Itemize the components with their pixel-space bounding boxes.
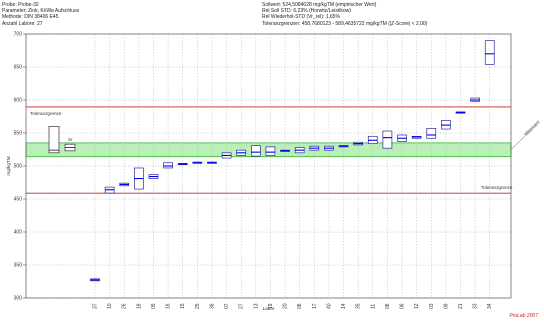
x-tick-label: 06 [400,303,406,309]
reference-box [48,126,60,154]
y-tick-label: 400 [14,230,23,236]
lower-tolerance-label: Toleranzgrenze [481,185,513,190]
header-probe: Probe: Probe-32 [2,2,39,8]
header-right: Sollwert: 524,5084028 mg/kgTM (empirisch… [262,2,427,27]
x-tick-label: 33 [473,303,479,309]
watermark-text: ProLab 2007 [509,313,538,319]
x-axis-title: Labor [263,306,275,311]
lab-box [484,40,495,65]
y-axis-title: mg/kgTM [6,156,11,175]
x-tick-label: 03 [429,303,435,309]
x-tick-label: 21 [458,303,464,309]
x-tick-label: 08 [385,303,391,309]
x-tick-label: 10 [107,303,113,309]
y-tick-label: 700 [14,32,23,38]
lab-box [250,145,261,157]
y-tick-label: 500 [14,164,23,170]
y-tick-label: 600 [14,98,23,104]
x-tick-label: 09 [443,303,449,309]
y-tick-label: 650 [14,65,23,71]
x-tick-label: 15 [180,303,186,309]
x-tick-label: 11 [370,304,376,309]
header-methode: Methode: DIN 38406 E45 [2,14,59,21]
x-tick-label: 36 [209,303,215,309]
header-rel-wiederhol-std: Rel Wiederhol-STD (Vr_rel): 1,65% [262,14,340,21]
x-tick-label: 27 [239,303,245,309]
y-tick-label: 550 [14,131,23,137]
x-tick-label: 12 [414,303,420,309]
band-label: Mittelwert [523,119,541,137]
x-tick-label: 20 [283,303,289,309]
lab-box [426,128,437,139]
header-anzahl: Anzahl Labore: 27 [2,20,43,27]
x-tick-label: 17 [312,303,318,309]
lab-box [265,146,276,156]
upper-tolerance-label: Toleranzgrenze [30,111,62,116]
x-tick-label: 35 [356,303,362,309]
x-tick-label: 26 [122,303,128,309]
header-left: Probe: Probe-32 Parameter: Zink, KöWa Au… [2,2,79,27]
y-tick-label: 300 [14,296,23,302]
plot-frame [25,33,512,299]
band-label-leader [510,136,526,150]
reference-label: Sr [68,137,73,142]
x-tick-label: 37 [93,303,99,309]
x-tick-label: 19 [268,303,274,309]
lab-box [163,162,173,169]
x-tick-label: 40 [326,303,332,309]
lab-box [382,130,393,149]
x-tick-label: 14 [341,303,347,309]
header-rel-soll-std: Rel Soll STD: 6,23% (Horwitz/Leistikow) [262,8,351,15]
x-tick-label: 18 [136,303,142,309]
y-tick-label: 350 [14,263,23,269]
header-parameter: Parameter: Zink, KöWa Aufschluss [2,8,80,15]
x-tick-label: 16 [166,303,172,309]
x-tick-label: 25 [195,303,201,309]
header-toleranzgrenzen: Toleranzgrenzen: 458,7680123 - 589,46357… [262,20,428,27]
x-tick-label: 34 [487,303,493,309]
x-tick-label: 08 [297,303,303,309]
x-tick-label: 05 [151,303,157,309]
header-sollwert: Sollwert: 524,5084028 mg/kgTM (empirisch… [262,2,377,8]
x-tick-label: 07 [224,303,230,309]
y-tick-label: 450 [14,197,23,203]
x-tick-label: 13 [253,303,259,309]
